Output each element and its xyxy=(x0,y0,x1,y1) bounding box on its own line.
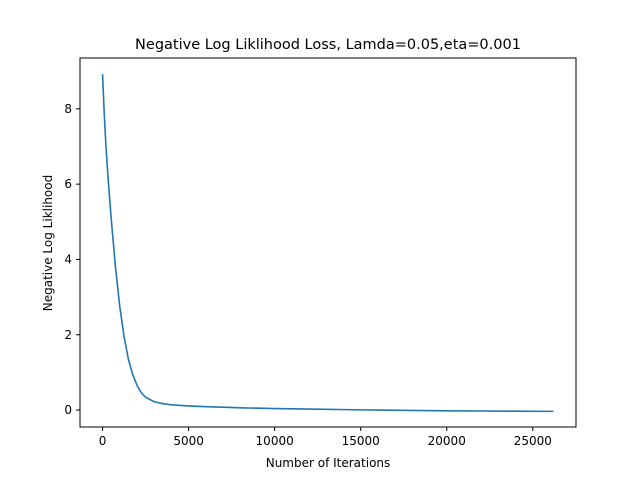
x-tick-label: 5000 xyxy=(173,434,204,448)
plot-area-frame xyxy=(79,57,577,428)
y-tick-label: 2 xyxy=(64,328,72,342)
x-tick-label: 15000 xyxy=(342,434,380,448)
x-tick-label: 10000 xyxy=(256,434,294,448)
y-axis-ticks: 0 2 4 6 8 xyxy=(64,102,80,417)
chart-title: Negative Log Liklihood Loss, Lamda=0.05,… xyxy=(135,37,521,53)
x-tick-label: 20000 xyxy=(428,434,466,448)
y-tick-label: 4 xyxy=(64,252,72,266)
y-tick-label: 8 xyxy=(64,102,72,116)
x-tick-label: 25000 xyxy=(514,434,552,448)
x-axis-ticks: 0 5000 10000 15000 20000 25000 xyxy=(99,427,552,448)
x-tick-label: 0 xyxy=(99,434,107,448)
loss-series-line xyxy=(101,74,554,413)
x-axis-label: Number of Iterations xyxy=(266,456,391,470)
y-tick-label: 6 xyxy=(64,177,72,191)
y-tick-label: 0 xyxy=(64,403,72,417)
y-axis-label: Negative Log Liklihood xyxy=(41,175,55,311)
